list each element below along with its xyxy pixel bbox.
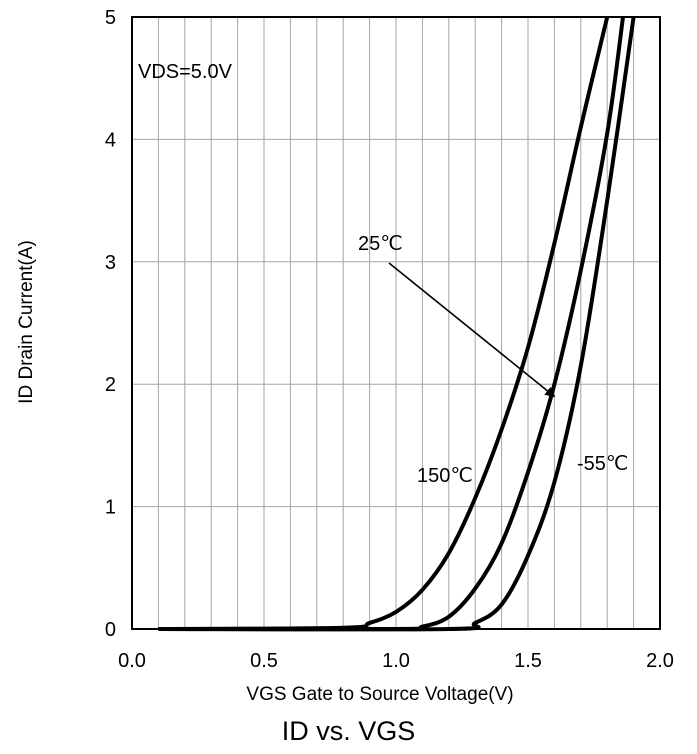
annotation-minus55c: -55℃ bbox=[577, 453, 628, 475]
y-tick-label: 1 bbox=[105, 497, 116, 519]
x-tick-labels: 0.0 0.5 1.0 1.5 2.0 bbox=[118, 650, 674, 672]
x-tick-label: 0.0 bbox=[118, 650, 146, 672]
y-tick-label: 4 bbox=[105, 129, 116, 151]
annotation-arrow bbox=[388, 262, 556, 398]
y-axis-label: ID Drain Current(A) bbox=[16, 240, 37, 404]
y-tick-label: 0 bbox=[105, 619, 116, 641]
y-tick-label: 5 bbox=[105, 7, 116, 29]
chart-caption: ID vs. VGS bbox=[281, 716, 416, 746]
plot-frame bbox=[131, 16, 661, 630]
chart-figure: 0.0 0.5 1.0 1.5 2.0 0 1 2 3 4 5 VGS Gate to Sourc… bbox=[16, 7, 674, 705]
x-tick-label: 1.0 bbox=[382, 650, 410, 672]
annotation-25c: 25℃ bbox=[358, 233, 403, 255]
annotation-vds: VDS=5.0V bbox=[138, 61, 233, 83]
grid-lines bbox=[132, 17, 660, 629]
y-tick-label: 2 bbox=[105, 374, 116, 396]
x-tick-label: 2.0 bbox=[646, 650, 674, 672]
x-tick-label: 0.5 bbox=[250, 650, 278, 672]
y-tick-labels: 0 1 2 3 4 5 bbox=[105, 7, 116, 641]
y-tick-label: 3 bbox=[105, 252, 116, 274]
series-line-1 bbox=[158, 16, 610, 631]
x-axis-label: VGS Gate to Source Voltage(V) bbox=[246, 684, 513, 705]
annotation-150c: 150℃ bbox=[417, 465, 473, 487]
x-tick-label: 1.5 bbox=[514, 650, 542, 672]
